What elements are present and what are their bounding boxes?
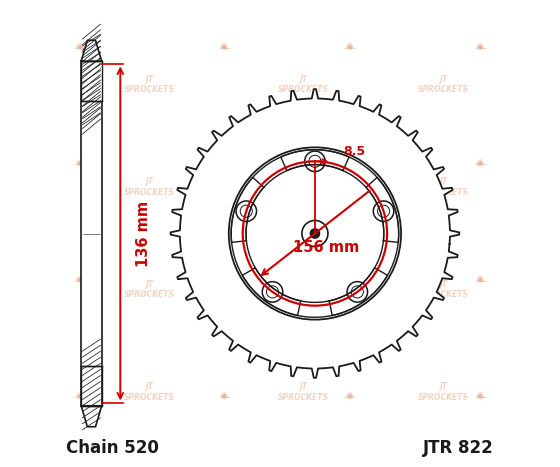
Circle shape (77, 394, 82, 399)
Bar (81, 61, 102, 406)
Circle shape (478, 44, 483, 50)
Circle shape (77, 161, 82, 166)
Circle shape (221, 394, 227, 399)
Circle shape (221, 277, 227, 283)
Bar (81, 61, 102, 101)
Text: JT
SPROCKETS: JT SPROCKETS (278, 382, 329, 402)
Circle shape (347, 277, 353, 283)
Circle shape (478, 161, 483, 166)
Polygon shape (171, 89, 459, 378)
Polygon shape (281, 150, 399, 242)
Text: 136 mm: 136 mm (136, 200, 151, 267)
Circle shape (236, 201, 256, 221)
Text: 8.5: 8.5 (343, 145, 365, 157)
Text: JT
SPROCKETS: JT SPROCKETS (278, 177, 329, 197)
Polygon shape (81, 406, 102, 427)
Polygon shape (329, 177, 399, 316)
Text: JT
SPROCKETS: JT SPROCKETS (124, 382, 175, 402)
Text: JT
SPROCKETS: JT SPROCKETS (278, 280, 329, 299)
Text: JT
SPROCKETS: JT SPROCKETS (124, 75, 175, 94)
Text: JT
SPROCKETS: JT SPROCKETS (417, 382, 469, 402)
Circle shape (229, 148, 401, 319)
Polygon shape (242, 268, 388, 317)
Text: JT
SPROCKETS: JT SPROCKETS (278, 75, 329, 94)
Circle shape (347, 394, 353, 399)
Circle shape (305, 151, 325, 171)
Text: JT
SPROCKETS: JT SPROCKETS (417, 75, 469, 94)
Circle shape (77, 277, 82, 283)
Circle shape (347, 161, 353, 166)
Circle shape (77, 44, 82, 50)
Circle shape (374, 201, 394, 221)
Circle shape (302, 220, 328, 247)
Bar (81, 61, 102, 101)
Circle shape (262, 282, 283, 302)
Circle shape (310, 229, 320, 238)
Polygon shape (231, 150, 349, 242)
Text: JT
SPROCKETS: JT SPROCKETS (124, 177, 175, 197)
Circle shape (478, 277, 483, 283)
Text: 156 mm: 156 mm (293, 240, 360, 255)
Circle shape (221, 44, 227, 50)
Circle shape (347, 44, 353, 50)
Circle shape (478, 394, 483, 399)
Polygon shape (231, 177, 301, 316)
Text: JT
SPROCKETS: JT SPROCKETS (417, 280, 469, 299)
Circle shape (221, 161, 227, 166)
Text: Chain 520: Chain 520 (66, 439, 158, 457)
Text: JT
SPROCKETS: JT SPROCKETS (417, 177, 469, 197)
Polygon shape (81, 40, 102, 61)
Bar (81, 366, 102, 406)
Text: JT
SPROCKETS: JT SPROCKETS (124, 280, 175, 299)
Text: JTR 822: JTR 822 (423, 439, 494, 457)
Circle shape (347, 282, 367, 302)
